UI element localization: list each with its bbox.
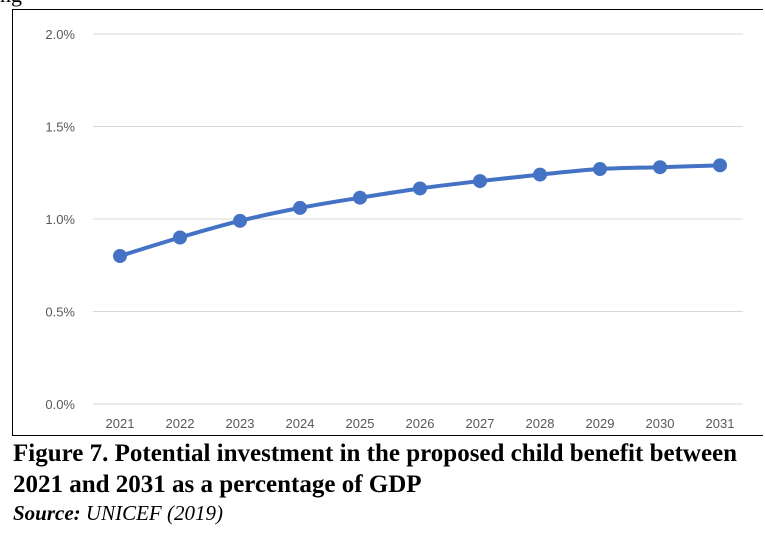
data-point: [233, 213, 247, 228]
data-point: [533, 167, 547, 182]
data-point: [353, 190, 367, 205]
data-point: [653, 160, 667, 175]
x-tick-label: 2026: [406, 416, 435, 431]
cut-off-heading-fragment: ng: [0, 0, 22, 6]
data-point: [713, 158, 727, 173]
series-line: [118, 163, 722, 258]
x-tick-label: 2022: [166, 416, 195, 431]
source-label: Source:: [13, 501, 81, 525]
x-tick-label: 2031: [706, 416, 735, 431]
x-tick-label: 2027: [466, 416, 495, 431]
chart-frame: 0.0% 0.5% 1.0% 1.5% 2.0% 2021 2022 2023 2024 2025…: [12, 9, 763, 436]
figure-source: Source: UNICEF (2019): [13, 500, 763, 526]
data-point: [593, 162, 607, 177]
data-point: [173, 230, 187, 245]
data-point: [473, 174, 487, 189]
x-tick-label: 2030: [646, 416, 675, 431]
source-text: UNICEF (2019): [85, 501, 223, 525]
y-tick-label: 2.0%: [45, 27, 75, 42]
data-point: [293, 200, 307, 215]
y-tick-label: 0.5%: [45, 305, 75, 320]
y-tick-label: 1.5%: [45, 120, 75, 135]
figure-title: Figure 7. Potential investment in the pr…: [13, 440, 738, 498]
y-tick-label: 0.0%: [45, 397, 75, 412]
x-tick-label: 2029: [586, 416, 615, 431]
x-tick-label: 2028: [526, 416, 555, 431]
data-point: [113, 249, 127, 263]
x-tick-label: 2023: [226, 416, 255, 431]
x-tick-label: 2025: [346, 416, 375, 431]
data-point: [413, 181, 427, 196]
y-tick-label: 1.0%: [45, 212, 75, 227]
x-tick-label: 2024: [286, 416, 315, 431]
x-tick-label: 2021: [106, 416, 135, 431]
figure-caption: Figure 7. Potential investment in the pr…: [13, 438, 763, 526]
line-chart: 0.0% 0.5% 1.0% 1.5% 2.0% 2021 2022 2023 2024 2025…: [45, 27, 743, 431]
